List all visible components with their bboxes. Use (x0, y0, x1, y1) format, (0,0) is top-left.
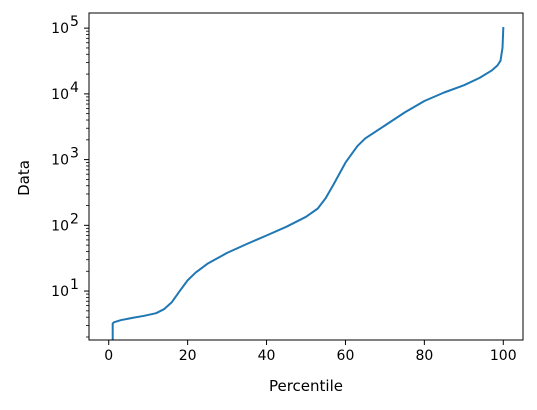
y-tick-exponent: 2 (70, 211, 79, 227)
y-tick-label: 10 (51, 284, 69, 300)
x-tick-label: 100 (490, 348, 517, 364)
x-tick-label: 0 (104, 348, 113, 364)
y-tick-label: 10 (51, 218, 69, 234)
x-tick-label: 80 (415, 348, 433, 364)
x-axis-label: Percentile (269, 377, 343, 395)
y-tick-label: 10 (51, 153, 69, 169)
x-tick-label: 40 (258, 348, 276, 364)
y-tick-exponent: 1 (70, 277, 79, 293)
x-tick-label: 20 (179, 348, 197, 364)
y-tick-exponent: 4 (70, 80, 79, 96)
y-tick-exponent: 5 (70, 14, 79, 30)
x-tick-label: 60 (337, 348, 355, 364)
y-tick-label: 10 (51, 21, 69, 37)
chart-marks (111, 27, 505, 340)
y-axis-label: Data (15, 160, 33, 196)
y-tick-label: 10 (51, 87, 69, 103)
plot-frame (88, 12, 524, 341)
series-line (111, 27, 505, 340)
y-tick-exponent: 3 (70, 146, 79, 162)
